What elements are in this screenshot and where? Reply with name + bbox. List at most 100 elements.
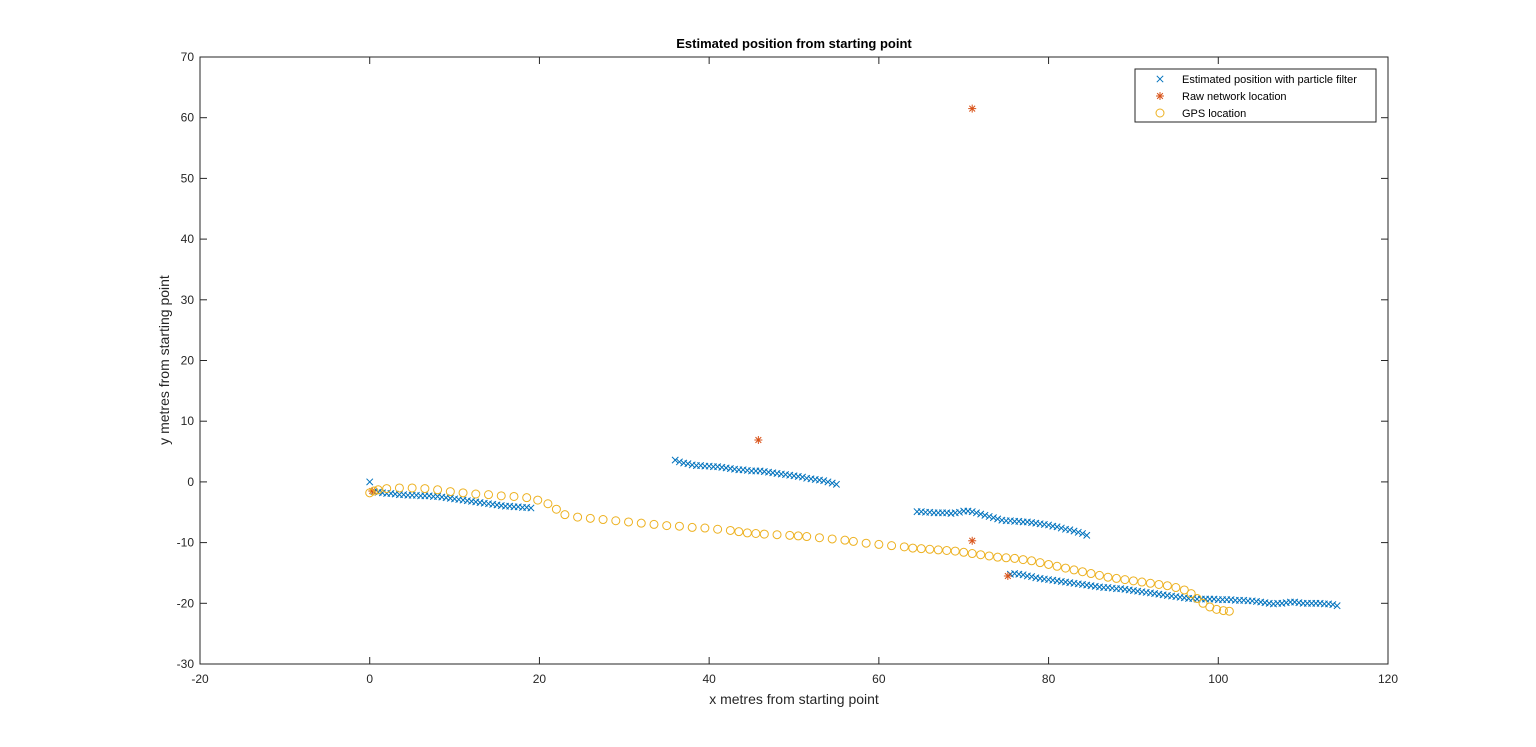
estimated-point [832,480,840,488]
gps-point [916,544,926,554]
y-tick-label: -20 [177,596,195,610]
gps-point [793,531,803,541]
gps-point [751,528,761,538]
gps-point [1044,559,1054,569]
gps-point [420,484,430,494]
gps-point [543,499,553,509]
gps-point [433,485,443,495]
legend-marker-gps [1155,108,1165,118]
x-tick-label: 40 [702,672,716,686]
gps-point [993,552,1003,562]
y-tick-label: 20 [181,354,195,368]
y-tick-label: 60 [181,111,195,125]
estimated-point [527,504,535,512]
gps-point [1061,563,1071,573]
gps-point [407,483,417,493]
gps-point [573,512,583,522]
gps-point [967,549,977,559]
gps-point [496,491,506,501]
estimated-point [828,479,836,487]
estimated-point [1078,529,1087,538]
gps-point [1154,579,1164,589]
legend: Estimated position with particle filter … [1134,68,1377,123]
x-tick-label: 0 [366,672,373,686]
network-point [1003,571,1012,580]
estimated-point [977,510,985,518]
gps-point [382,484,392,494]
estimated-point [981,511,989,519]
gps-point [394,483,404,493]
gps-point [942,545,952,555]
gps-point [700,523,710,533]
gps-point [1018,555,1028,565]
gps-point [725,525,735,535]
estimated-point [972,509,980,517]
gps-point [649,519,659,529]
chart-title: Estimated position from starting point [676,36,912,51]
gps-point [925,544,935,554]
estimated-point [1019,571,1027,579]
gps-point [1218,606,1228,616]
y-tick-label: -30 [177,657,195,671]
estimated-point [968,508,976,516]
gps-point [1035,558,1045,568]
y-tick-label: -10 [177,536,195,550]
y-tick-label: 30 [181,293,195,307]
gps-point [908,543,918,553]
y-tick-label: 40 [181,232,195,246]
gps-point [1027,556,1037,566]
y-axis-label: y metres from starting point [156,275,172,445]
gps-point [1078,567,1088,577]
gps-point [874,539,884,549]
legend-marker-estimated [1156,75,1164,83]
x-tick-label: 80 [1042,672,1056,686]
estimated-point [1053,523,1061,531]
estimated-point [1070,527,1078,535]
gps-point [611,516,621,526]
x-tick-label: 20 [533,672,547,686]
estimated-point [1045,521,1053,529]
gps-point [560,510,570,520]
gps-point [369,486,379,496]
gps-point [1052,561,1062,571]
gps-point [734,527,744,537]
gps-point [662,521,672,531]
gps-point [840,535,850,545]
gps-point [1103,572,1113,582]
gps-point [687,522,697,532]
gps-point [365,488,375,498]
gps-point [1205,602,1215,612]
gps-point [959,547,969,557]
network-point [754,436,763,445]
estimated-point [824,478,832,486]
gps-point [1010,553,1020,563]
gps-point [887,541,897,551]
estimated-point [1028,573,1036,581]
estimated-point [366,478,374,486]
gps-point [1224,606,1234,616]
x-tick-label: 60 [872,672,886,686]
estimated-point [820,477,828,485]
y-tick-label: 70 [181,50,195,64]
gps-point [1212,604,1222,614]
gps-point [984,551,994,561]
gps-point [759,529,769,539]
gps-point [522,493,532,503]
y-tick-label: 10 [181,414,195,428]
gps-point [636,518,646,528]
gps-point [848,536,858,546]
gps-point [899,542,909,552]
gps-point [742,528,752,538]
axes: -20 0 20 40 60 80 100 120-30-20-100102030405060… [177,50,1399,686]
gps-point [1069,565,1079,575]
x-axis-label: x metres from starting point [709,691,879,707]
estimated-point [955,508,964,516]
plot-area [200,57,1388,664]
gps-point [1186,589,1196,599]
gps-point [1179,585,1189,595]
legend-marker-network [1156,92,1164,100]
gps-point [585,513,595,523]
x-tick-label: 120 [1378,672,1398,686]
